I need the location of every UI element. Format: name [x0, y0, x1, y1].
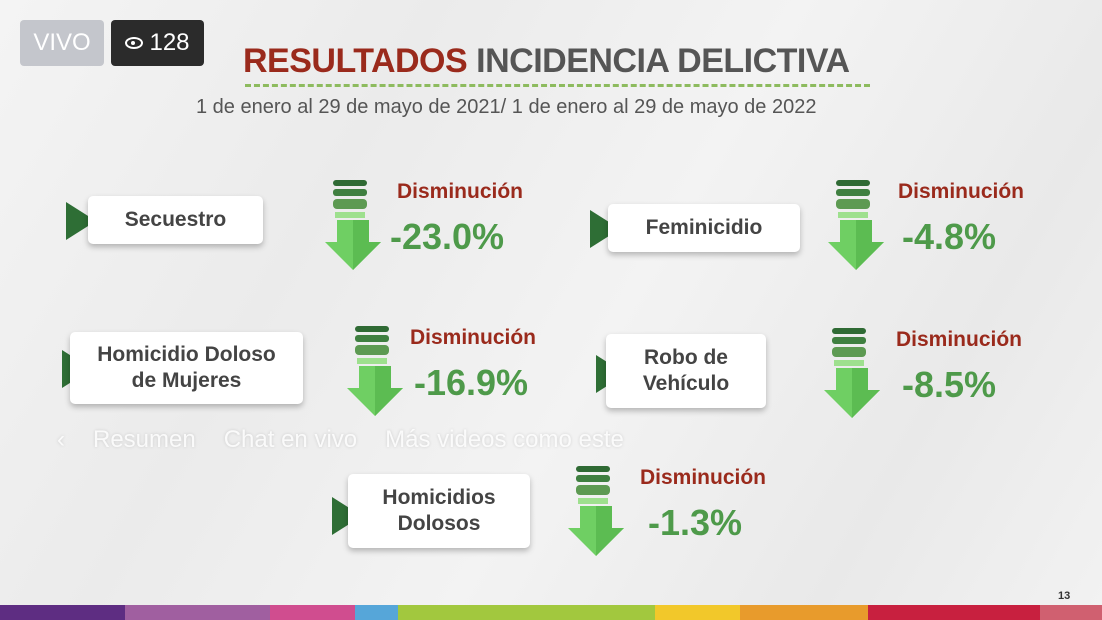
change-value: -23.0%: [390, 216, 505, 257]
tab-resumen[interactable]: Resumen: [93, 426, 196, 453]
crime-label: Homicidio Doloso de Mujeres: [70, 332, 303, 404]
color-bar-segment: [355, 605, 398, 620]
color-bar-segment: [655, 605, 740, 620]
change-value: -4.8%: [902, 216, 997, 257]
slide-subtitle: 1 de enero al 29 de mayo de 2021/ 1 de e…: [196, 96, 817, 118]
slide-title: RESULTADOS INCIDENCIA DELICTIVA: [243, 42, 850, 81]
title-highlight: RESULTADOS: [243, 42, 468, 80]
status-label: Disminución: [640, 466, 767, 489]
title-divider: [245, 84, 870, 87]
tab-mas-videos[interactable]: Más videos como este: [385, 426, 624, 453]
page-number: 13: [1058, 590, 1071, 602]
color-bar-segment: [270, 605, 355, 620]
player-overlay-tabs: ‹ Resumen Chat en vivo Más videos como e…: [57, 426, 624, 454]
live-badge: VIVO: [20, 20, 104, 66]
crime-label: Feminicidio: [608, 204, 800, 252]
crime-label: Robo de Vehículo: [606, 334, 766, 408]
change-value: -1.3%: [648, 502, 743, 543]
down-arrow-icon: [566, 466, 626, 558]
down-arrow-icon: [323, 180, 383, 272]
color-bar-segment: [1040, 605, 1102, 620]
color-bar-segment: [398, 605, 655, 620]
down-arrow-icon: [826, 180, 886, 272]
color-bar: [0, 605, 1102, 620]
change-value: -8.5%: [902, 364, 997, 405]
tab-chat-en-vivo[interactable]: Chat en vivo: [223, 426, 358, 453]
status-label: Disminución: [898, 180, 1025, 203]
color-bar-segment: [125, 605, 270, 620]
chevron-left-icon[interactable]: ‹: [57, 426, 65, 453]
crime-label: Homicidios Dolosos: [348, 474, 530, 548]
viewer-count-value: 128: [149, 29, 190, 56]
change-value: -16.9%: [414, 362, 529, 403]
viewer-count: 128: [111, 20, 204, 66]
color-bar-segment: [740, 605, 868, 620]
down-arrow-icon: [822, 328, 882, 420]
crime-label: Secuestro: [88, 196, 263, 244]
color-bar-segment: [0, 605, 125, 620]
title-rest: INCIDENCIA DELICTIVA: [476, 42, 850, 80]
status-label: Disminución: [896, 328, 1023, 351]
eye-icon: [125, 37, 144, 49]
color-bar-segment: [868, 605, 1040, 620]
status-label: Disminución: [410, 326, 537, 349]
down-arrow-icon: [345, 326, 405, 418]
status-label: Disminución: [397, 180, 524, 203]
